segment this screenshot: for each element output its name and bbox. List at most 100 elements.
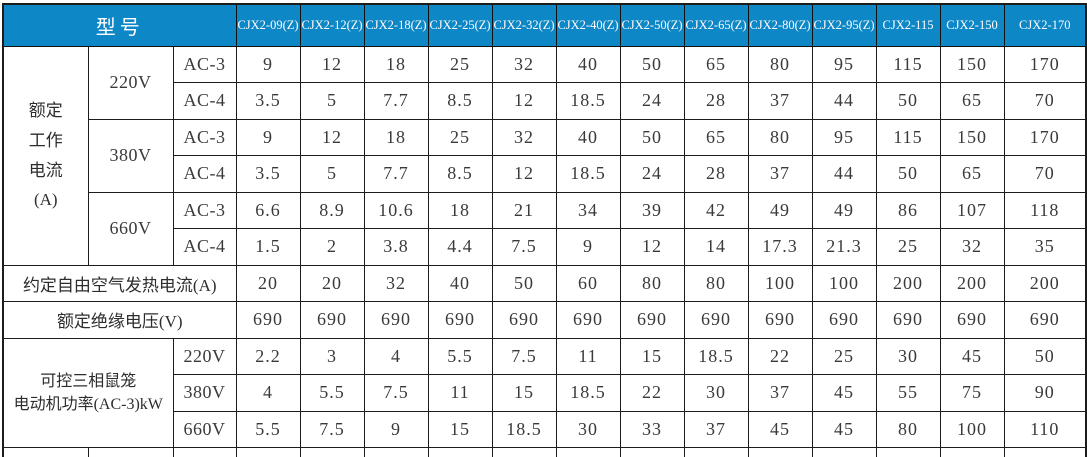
value-cell: 5.5 (427, 337, 493, 375)
table-row: AC-4 3.5 5 7.7 8.5 12 18.5 24 28 37 44 50 65 70 (3, 82, 1087, 120)
value-cell: 7.5 (491, 337, 557, 375)
value-cell: 40 (427, 264, 493, 302)
value-cell: 18.5 (555, 374, 621, 412)
model-column-header: CJX2-18(Z) (363, 3, 429, 47)
value-cell: 3.5 (235, 155, 301, 193)
value-cell: 86 (875, 191, 941, 229)
table-row: 可控三相鼠笼 电动机功率(AC-3)kW 220V 2.2 3 4 5.5 7.5 11 1… (2, 337, 1087, 448)
value-cell: 50 (619, 45, 685, 83)
value-cell: 2 (299, 228, 365, 266)
value-cell: 12 (299, 45, 365, 83)
value-cell: 6.6 (235, 191, 301, 229)
value-cell: 10.6 (363, 191, 429, 229)
value-cell: 70 (1003, 155, 1087, 193)
value-cell: 4.4 (427, 228, 493, 266)
value-cell: 42 (683, 191, 749, 229)
value-cell: 40 (555, 45, 621, 83)
value-cell: 44 (811, 82, 877, 120)
value-cell: 18.5 (491, 410, 557, 448)
value-cell: 80 (747, 118, 813, 156)
value-cell: 32 (491, 118, 557, 156)
value-cell: 30 (683, 374, 749, 412)
value-cell: 45 (811, 374, 877, 412)
value-cell: 65 (683, 118, 749, 156)
value-cell: 15 (619, 337, 685, 375)
value-cell: 34 (555, 191, 621, 229)
value-cell: 30 (875, 337, 941, 375)
value-cell: 65 (939, 82, 1005, 120)
value-cell: 690 (299, 301, 365, 339)
cutoff-row (2, 447, 1087, 457)
value-cell: 80 (683, 264, 749, 302)
value-cell: 110 (1003, 410, 1087, 448)
value-cell: 28 (683, 155, 749, 193)
value-cell: 60 (555, 264, 621, 302)
value-cell: 200 (875, 264, 941, 302)
value-cell: 17.3 (747, 228, 813, 266)
value-cell: 20 (299, 264, 365, 302)
load-class-label: AC-3 (172, 45, 237, 83)
table-row: 额定绝缘电压(V) 690 690 690 690 690 690 690 690 690 690… (2, 301, 1087, 339)
motor-power-group-label: 可控三相鼠笼 电动机功率(AC-3)kW (2, 337, 174, 448)
value-cell: 150 (939, 45, 1005, 83)
value-cell: 690 (683, 301, 749, 339)
value-cell: 30 (555, 410, 621, 448)
value-cell: 9 (555, 228, 621, 266)
value-cell: 18 (363, 45, 429, 83)
value-cell: 95 (811, 118, 877, 156)
model-header-cell: 型号 (2, 3, 237, 47)
load-class-label: AC-3 (172, 191, 237, 229)
table-row: 660V AC-3 6.6 8.9 10.6 18 21 34 39 42 49 49 86 107 1… (3, 191, 1087, 266)
value-cell: 65 (939, 155, 1005, 193)
value-cell: 8.5 (427, 82, 493, 120)
value-cell: 3.8 (363, 228, 429, 266)
model-column-header: CJX2-170 (1003, 3, 1087, 47)
value-cell: 80 (875, 410, 941, 448)
value-cell: 45 (939, 337, 1005, 375)
voltage-label: 660V (172, 410, 237, 448)
value-cell: 50 (491, 264, 557, 302)
value-cell: 22 (619, 374, 685, 412)
value-cell: 7.5 (363, 374, 429, 412)
value-cell: 690 (875, 301, 941, 339)
value-cell: 5.5 (235, 410, 301, 448)
table-row: 额定 工作 电流 (A) 220V AC-3 9 12 18 25 32 40 50 65 80… (2, 45, 1087, 266)
value-cell: 3 (299, 337, 365, 375)
value-cell: 39 (619, 191, 685, 229)
value-cell: 35 (1003, 228, 1087, 266)
table-row: AC-4 3.5 5 7.7 8.5 12 18.5 24 28 37 44 50 65 70 (3, 155, 1087, 193)
value-cell: 25 (875, 228, 941, 266)
value-cell: 45 (747, 410, 813, 448)
value-cell: 55 (875, 374, 941, 412)
value-cell: 37 (747, 82, 813, 120)
value-cell: 5.5 (299, 374, 365, 412)
model-column-header: CJX2-150 (939, 3, 1005, 47)
value-cell: 18 (363, 118, 429, 156)
value-cell: 50 (875, 155, 941, 193)
model-column-header: CJX2-32(Z) (491, 3, 557, 47)
value-cell: 7.5 (491, 228, 557, 266)
value-cell: 115 (875, 45, 941, 83)
value-cell: 11 (555, 337, 621, 375)
value-cell: 65 (683, 45, 749, 83)
value-cell: 40 (555, 118, 621, 156)
contactor-spec-table: 型号 CJX2-09(Z) CJX2-12(Z) CJX2-18(Z) CJX2… (2, 3, 1087, 457)
value-cell: 24 (619, 82, 685, 120)
value-cell: 118 (1003, 191, 1087, 229)
value-cell: 80 (747, 45, 813, 83)
value-cell: 690 (555, 301, 621, 339)
model-column-header: CJX2-25(Z) (427, 3, 493, 47)
value-cell: 690 (491, 301, 557, 339)
value-cell: 45 (811, 410, 877, 448)
value-cell: 24 (619, 155, 685, 193)
value-cell: 7.7 (363, 82, 429, 120)
model-column-header: CJX2-65(Z) (683, 3, 749, 47)
value-cell: 12 (491, 82, 557, 120)
value-cell: 50 (619, 118, 685, 156)
voltage-label: 220V (87, 45, 174, 120)
value-cell: 21.3 (811, 228, 877, 266)
value-cell: 690 (1003, 301, 1087, 339)
value-cell: 2.2 (235, 337, 301, 375)
table-row: 380V AC-3 9 12 18 25 32 40 50 65 80 95 115 150 170 (3, 118, 1087, 193)
value-cell: 49 (811, 191, 877, 229)
